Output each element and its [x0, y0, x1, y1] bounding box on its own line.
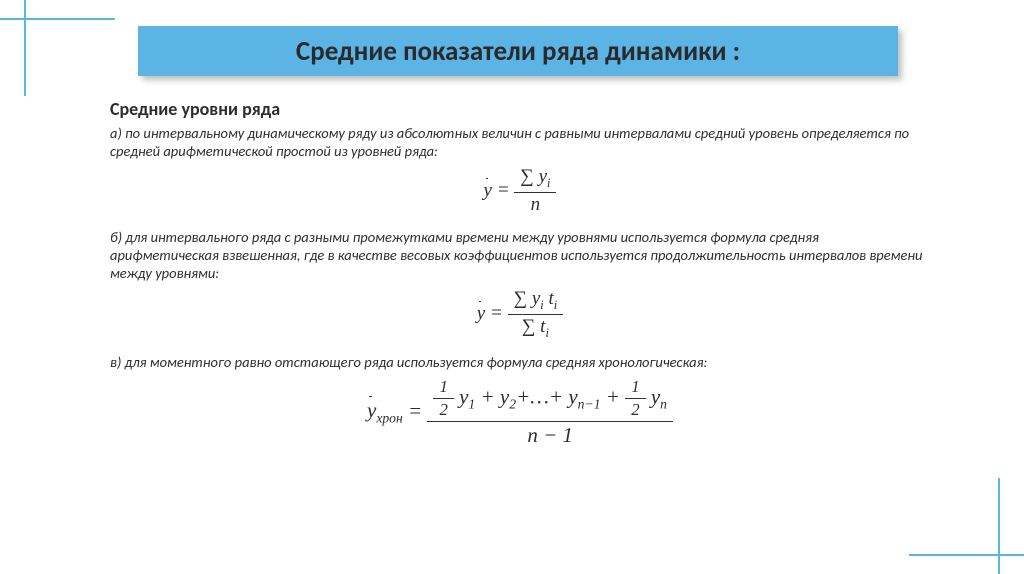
paragraph-a: а) по интервальному динамическому ряду и… — [110, 124, 930, 160]
slide: Средние показатели ряда динамики : Средн… — [0, 0, 1024, 574]
decor-line-top-h — [0, 18, 115, 20]
title-band: Средние показатели ряда динамики : — [138, 26, 898, 76]
content-area: Средние уровни ряда а) по интервальному … — [110, 98, 930, 460]
decor-line-bottom-v — [998, 478, 1000, 574]
slide-title: Средние показатели ряда динамики : — [296, 35, 740, 68]
subheading: Средние уровни ряда — [110, 98, 930, 120]
paragraph-c: в) для моментного равно отстающего ряда … — [110, 353, 930, 371]
decor-line-top-v — [24, 0, 26, 96]
decor-line-bottom-h — [909, 554, 1024, 556]
paragraph-b: б) для интервального ряда с разными пром… — [110, 228, 930, 282]
formula-b: y = ∑ yi ti ∑ ti — [110, 288, 930, 341]
formula-a: y = ∑ yi n — [110, 166, 930, 216]
formula-c: yхрон = 12 y1 + y2+…+ yn−1 + 12 yn n − 1 — [110, 377, 930, 448]
